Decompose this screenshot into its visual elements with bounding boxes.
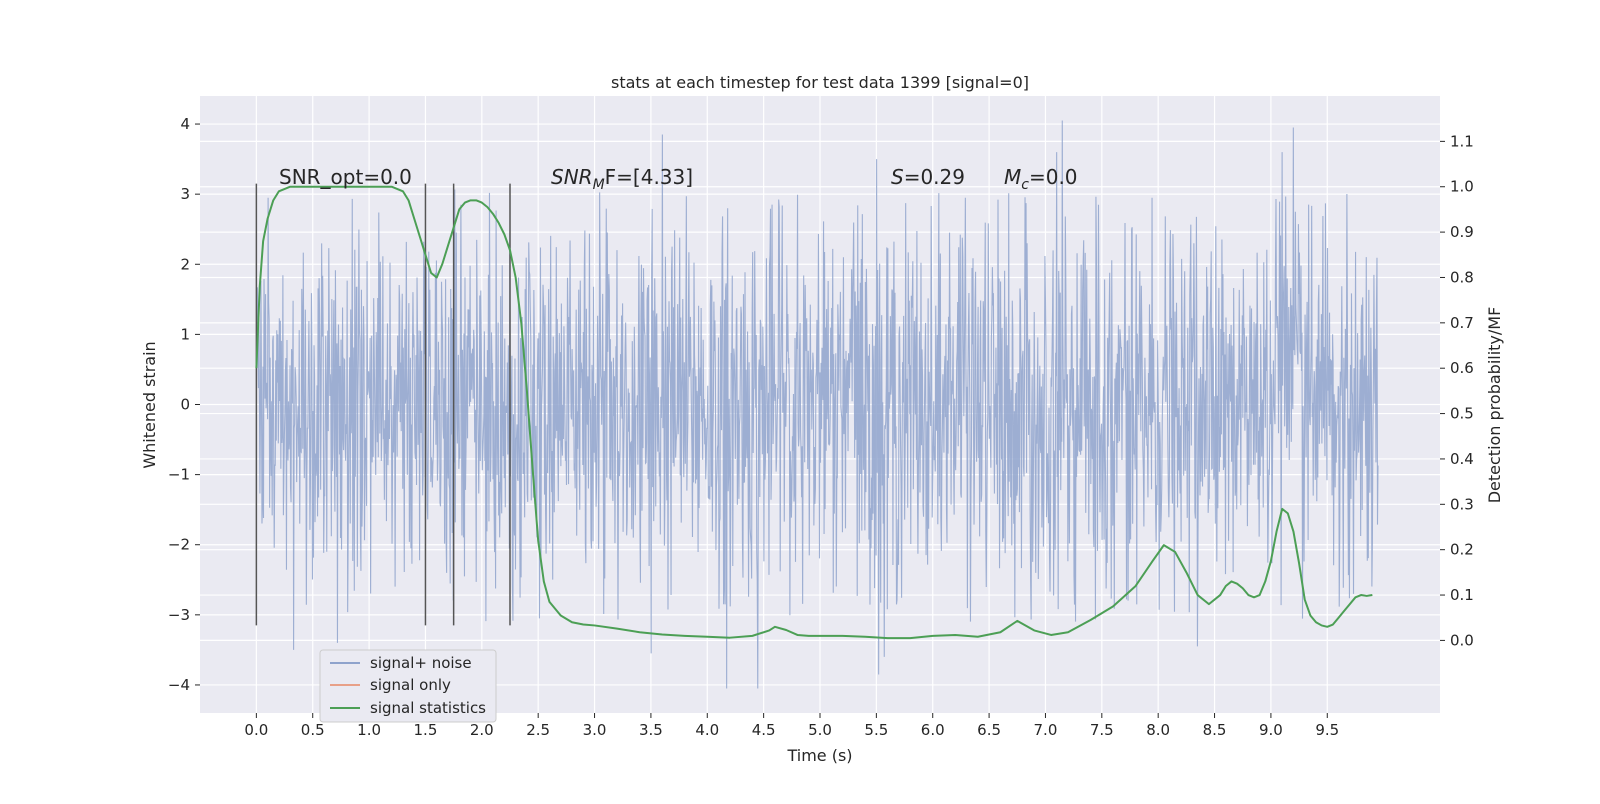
x-tick-label-5: 2.5 [526, 721, 550, 739]
y-tick-label-2: −2 [168, 536, 190, 554]
chart-title: stats at each timestep for test data 139… [611, 73, 1029, 92]
x-tick-label-2: 1.0 [357, 721, 381, 739]
annotation-snr-opt: SNR_opt=0.0 [279, 165, 412, 189]
legend-label-signal-statistics: signal statistics [370, 699, 486, 717]
legend-box [319, 649, 497, 723]
x-tick-label-7: 3.5 [639, 721, 663, 739]
y-right-tick-label-2: 0.2 [1450, 541, 1474, 559]
y-tick-label-8: 4 [180, 115, 190, 133]
y-axis-label-right: Detection probability/MF [1485, 307, 1504, 504]
y-right-tick-label-1: 0.1 [1450, 586, 1474, 604]
x-tick-label-8: 4.0 [695, 721, 719, 739]
x-tick-label-11: 5.5 [864, 721, 888, 739]
y-right-tick-label-3: 0.3 [1450, 495, 1474, 513]
y-tick-label-3: −1 [168, 466, 190, 484]
y-axis-label-left: Whitened strain [140, 341, 159, 468]
y-right-tick-label-10: 1.0 [1450, 178, 1474, 196]
y-right-tick-label-7: 0.7 [1450, 314, 1474, 332]
y-right-tick-label-0: 0.0 [1450, 631, 1474, 649]
legend: signal+ noise signal only signal statist… [319, 649, 497, 723]
signal-statistics-line [255, 185, 1373, 640]
x-tick-label-4: 2.0 [470, 721, 494, 739]
x-tick-label-1: 0.5 [301, 721, 325, 739]
x-tick-label-13: 6.5 [977, 721, 1001, 739]
y-right-tick-label-5: 0.5 [1450, 405, 1474, 423]
y-tick-label-0: −4 [168, 676, 190, 694]
y-right-tick-label-11: 1.1 [1450, 132, 1474, 150]
x-tick-label-17: 8.5 [1203, 721, 1227, 739]
y-right-tick-label-8: 0.8 [1450, 268, 1474, 286]
y-right-tick-label-6: 0.6 [1450, 359, 1474, 377]
x-tick-label-19: 9.5 [1315, 721, 1339, 739]
y-tick-label-4: 0 [180, 396, 190, 414]
x-tick-label-6: 3.0 [583, 721, 607, 739]
x-tick-label-18: 9.0 [1259, 721, 1283, 739]
y-tick-labels-left: −4 −3 −2 −1 0 1 2 3 4 [168, 115, 200, 694]
x-tick-label-3: 1.5 [414, 721, 438, 739]
annotation-snr-mf: SNRMF=[4.33] [551, 165, 693, 193]
x-tick-label-15: 7.5 [1090, 721, 1114, 739]
x-tick-label-12: 6.0 [921, 721, 945, 739]
y-tick-label-7: 3 [180, 185, 190, 203]
x-tick-label-14: 7.0 [1034, 721, 1058, 739]
noise-series-signal-plus-noise [255, 120, 1379, 689]
y-tick-label-5: 1 [180, 325, 190, 343]
y-tick-label-1: −3 [168, 606, 190, 624]
y-right-tick-label-4: 0.4 [1450, 450, 1474, 468]
y-right-tick-label-9: 0.9 [1450, 223, 1474, 241]
y-tick-label-6: 2 [180, 255, 190, 273]
x-tick-label-10: 5.0 [808, 721, 832, 739]
signal-statistics-series [255, 185, 1373, 640]
noise-trace [255, 120, 1379, 689]
legend-label-signal-noise: signal+ noise [370, 654, 472, 672]
x-tick-labels: 0.0 0.5 1.0 1.5 2.0 2.5 3.0 3.5 4.0 4.5 5.0 5.5 6.0 6… [244, 713, 1339, 739]
x-tick-label-0: 0.0 [244, 721, 268, 739]
annotation-s: S=0.29 [891, 165, 965, 189]
x-axis-label: Time (s) [786, 746, 852, 765]
y-tick-labels-right: 0.0 0.1 0.2 0.3 0.4 0.5 0.6 0.7 0.8 0.9 1.0 1.1 [1440, 132, 1474, 649]
legend-label-signal-only: signal only [370, 676, 451, 694]
annotation-mc: Mc=0.0 [1004, 165, 1078, 193]
x-tick-label-16: 8.0 [1146, 721, 1170, 739]
x-tick-label-9: 4.5 [752, 721, 776, 739]
